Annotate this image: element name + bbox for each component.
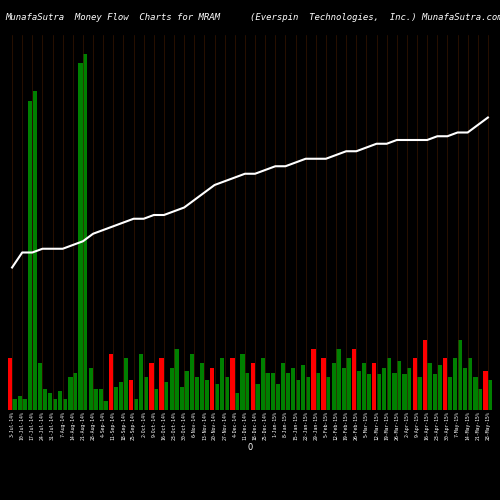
Bar	[18, 396, 22, 410]
Bar	[88, 368, 93, 410]
Bar	[230, 358, 234, 410]
Bar	[366, 374, 371, 410]
Bar	[412, 358, 417, 410]
Text: (Everspin  Technologies,  Inc.) MunafaSutra.com: (Everspin Technologies, Inc.) MunafaSutr…	[250, 12, 500, 22]
Bar	[200, 363, 204, 410]
Bar	[286, 372, 290, 410]
Bar	[453, 358, 458, 410]
Bar	[296, 380, 300, 410]
Bar	[271, 372, 275, 410]
Bar	[382, 368, 386, 410]
Bar	[160, 358, 164, 410]
X-axis label: 0: 0	[248, 443, 252, 452]
Bar	[418, 377, 422, 410]
Bar	[114, 386, 118, 410]
Bar	[468, 358, 472, 410]
Bar	[12, 398, 16, 410]
Bar	[372, 363, 376, 410]
Bar	[478, 390, 482, 410]
Bar	[266, 372, 270, 410]
Bar	[250, 363, 255, 410]
Bar	[443, 358, 447, 410]
Bar	[336, 349, 340, 410]
Bar	[448, 377, 452, 410]
Bar	[144, 377, 148, 410]
Bar	[119, 382, 123, 410]
Bar	[428, 363, 432, 410]
Bar	[164, 382, 168, 410]
Bar	[322, 358, 326, 410]
Bar	[94, 390, 98, 410]
Bar	[98, 390, 103, 410]
Bar	[83, 54, 87, 410]
Bar	[463, 368, 468, 410]
Bar	[109, 354, 113, 410]
Bar	[312, 349, 316, 410]
Bar	[154, 390, 158, 410]
Bar	[301, 365, 306, 410]
Bar	[184, 370, 188, 410]
Bar	[215, 384, 219, 410]
Bar	[392, 372, 396, 410]
Bar	[397, 361, 402, 410]
Bar	[281, 363, 285, 410]
Bar	[433, 374, 437, 410]
Bar	[407, 368, 412, 410]
Bar	[377, 374, 381, 410]
Bar	[362, 363, 366, 410]
Bar	[42, 390, 47, 410]
Bar	[256, 384, 260, 410]
Bar	[180, 386, 184, 410]
Bar	[225, 377, 229, 410]
Bar	[240, 354, 244, 410]
Bar	[174, 349, 178, 410]
Bar	[342, 368, 346, 410]
Bar	[73, 372, 78, 410]
Bar	[291, 368, 296, 410]
Bar	[28, 100, 32, 410]
Bar	[220, 358, 224, 410]
Bar	[104, 400, 108, 410]
Bar	[326, 377, 330, 410]
Bar	[352, 349, 356, 410]
Bar	[458, 340, 462, 410]
Bar	[58, 391, 62, 410]
Bar	[170, 368, 174, 410]
Bar	[316, 372, 320, 410]
Bar	[22, 398, 26, 410]
Bar	[235, 393, 240, 410]
Bar	[48, 393, 52, 410]
Bar	[190, 354, 194, 410]
Bar	[194, 377, 199, 410]
Bar	[245, 372, 250, 410]
Bar	[124, 358, 128, 410]
Bar	[8, 358, 12, 410]
Bar	[260, 358, 265, 410]
Bar	[134, 398, 138, 410]
Bar	[53, 398, 57, 410]
Bar	[68, 377, 72, 410]
Bar	[38, 363, 42, 410]
Bar	[210, 368, 214, 410]
Bar	[129, 380, 134, 410]
Bar	[488, 380, 492, 410]
Bar	[63, 398, 67, 410]
Bar	[276, 384, 280, 410]
Bar	[438, 365, 442, 410]
Bar	[78, 63, 82, 410]
Bar	[387, 358, 391, 410]
Bar	[332, 363, 336, 410]
Bar	[139, 354, 143, 410]
Bar	[150, 363, 154, 410]
Text: MunafaSutra  Money Flow  Charts for MRAM: MunafaSutra Money Flow Charts for MRAM	[5, 12, 220, 22]
Bar	[306, 377, 310, 410]
Bar	[402, 374, 406, 410]
Bar	[356, 370, 361, 410]
Bar	[346, 358, 350, 410]
Bar	[484, 370, 488, 410]
Bar	[474, 377, 478, 410]
Bar	[32, 91, 37, 410]
Bar	[422, 340, 427, 410]
Bar	[204, 380, 209, 410]
